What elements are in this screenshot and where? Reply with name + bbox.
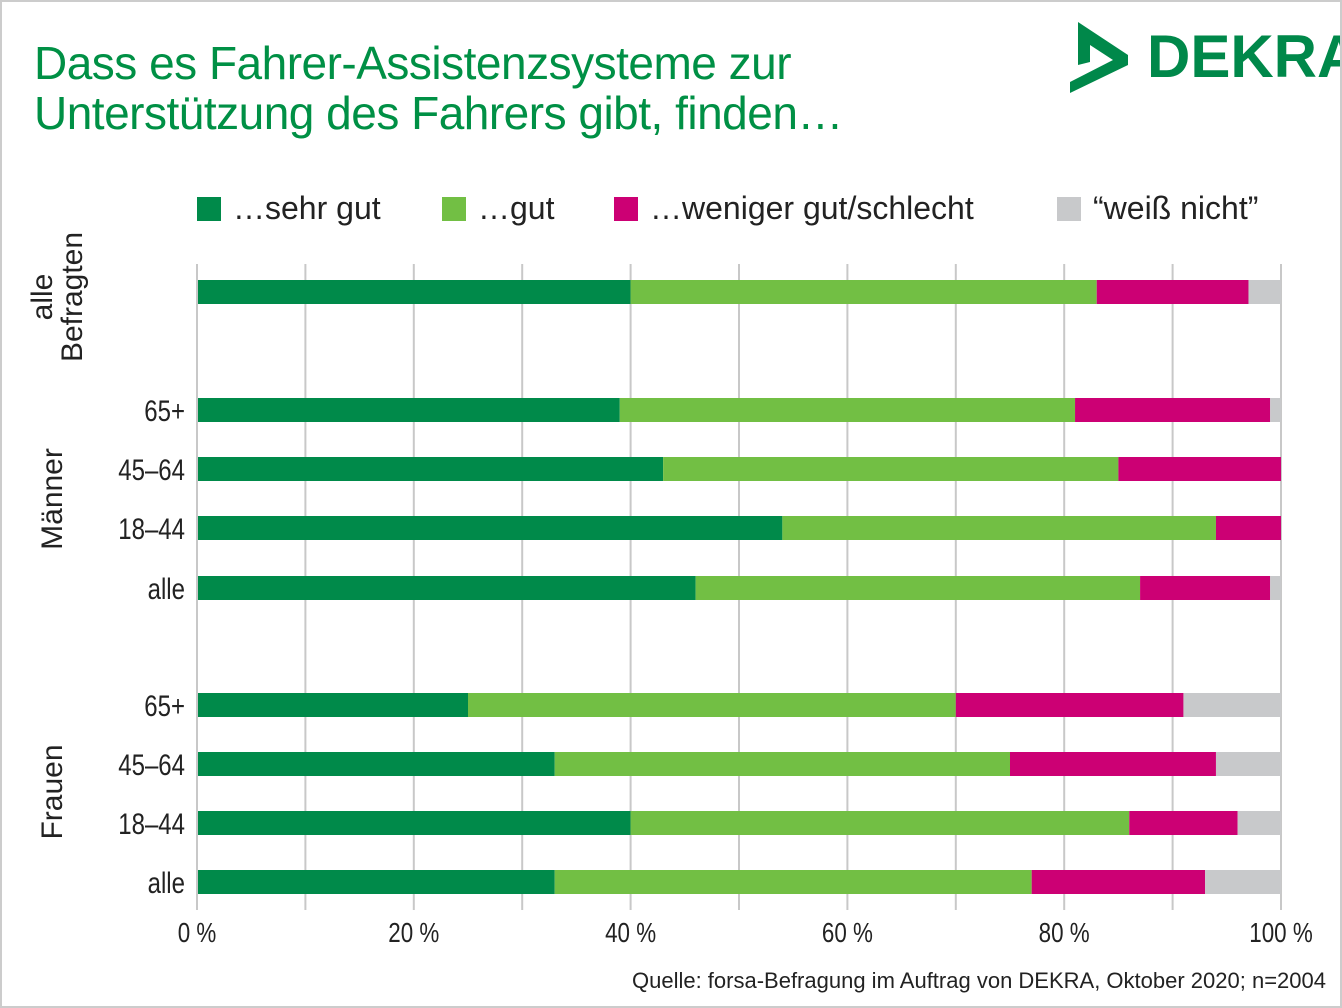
chart-title-line: Unterstützung des Fahrers gibt, finden… — [34, 87, 843, 139]
bar-segment — [630, 811, 1130, 835]
legend-item: …weniger gut/schlecht — [614, 190, 974, 227]
bar-segment — [1248, 280, 1281, 304]
bar-segment — [197, 457, 664, 481]
bar-segment — [1140, 576, 1271, 600]
legend-label: …sehr gut — [233, 190, 381, 226]
bar-segment — [554, 752, 1010, 776]
x-tick-label: 100 % — [1249, 918, 1312, 949]
row-label: 45–64 — [118, 747, 185, 781]
legend-label: …weniger gut/schlecht — [650, 190, 974, 226]
legend-swatch — [1057, 196, 1081, 221]
group-label: alle — [26, 274, 59, 321]
legend-item: …sehr gut — [197, 190, 381, 227]
bar-segment — [663, 457, 1119, 481]
bar-segment — [197, 280, 631, 304]
bar-segment — [1075, 398, 1271, 422]
bar-segment — [197, 811, 631, 835]
chart-title-line: Dass es Fahrer-Assistenzsysteme zur — [34, 37, 792, 89]
group-label: Frauen — [36, 744, 69, 839]
bar-segment — [1237, 811, 1281, 835]
bar-segment — [1010, 752, 1216, 776]
bar-segment — [782, 516, 1216, 540]
legend-swatch — [614, 196, 638, 221]
legend-swatch — [197, 196, 221, 221]
bar-segment — [197, 870, 555, 894]
bar-segment — [197, 576, 696, 600]
group-label: Befragten — [56, 232, 89, 362]
bar-segment — [1215, 516, 1281, 540]
row-label: alle — [148, 571, 185, 605]
legend-item: “weiß nicht” — [1057, 190, 1258, 227]
bar-segment — [197, 516, 783, 540]
x-tick-label: 0 % — [178, 918, 217, 949]
row-label: alle — [148, 865, 185, 899]
bar-segment — [197, 752, 555, 776]
group-label: Männer — [36, 448, 69, 550]
row-label: 65+ — [144, 393, 185, 427]
bar-segment — [1215, 752, 1281, 776]
bar-segment — [554, 870, 1032, 894]
dekra-logo-icon — [1070, 22, 1128, 93]
bar-segment — [1129, 811, 1238, 835]
legend-label: …gut — [478, 190, 555, 226]
bar-segment — [955, 693, 1184, 717]
bar-segment — [630, 280, 1097, 304]
x-tick-label: 80 % — [1039, 918, 1090, 949]
bar-segment — [1096, 280, 1249, 304]
x-tick-label: 60 % — [822, 918, 873, 949]
bar-segment — [197, 693, 468, 717]
row-label: 18–44 — [118, 806, 185, 840]
chart-title: Dass es Fahrer-Assistenzsysteme zur Unter… — [34, 38, 843, 138]
legend-swatch — [442, 196, 466, 221]
row-label: 45–64 — [118, 452, 185, 486]
bar-segment — [197, 398, 620, 422]
source-note: Quelle: forsa-Befragung im Auftrag von D… — [631, 968, 1326, 993]
row-label: 18–44 — [118, 511, 185, 545]
bar-segment — [1118, 457, 1281, 481]
x-tick-label: 40 % — [605, 918, 656, 949]
legend-item: …gut — [442, 190, 554, 227]
x-tick-label: 20 % — [388, 918, 439, 949]
bar-segment — [1031, 870, 1206, 894]
bar-segment — [1205, 870, 1281, 894]
row-label: 65+ — [144, 688, 185, 722]
bar-segment — [695, 576, 1141, 600]
bar-segment — [468, 693, 956, 717]
bar-segment — [1183, 693, 1281, 717]
bar-segment — [1270, 398, 1281, 422]
brand-logo-text: DEKRA — [1147, 23, 1342, 90]
legend-label: “weiß nicht” — [1093, 190, 1259, 226]
bar-segment — [619, 398, 1076, 422]
bar-segment — [1270, 576, 1281, 600]
